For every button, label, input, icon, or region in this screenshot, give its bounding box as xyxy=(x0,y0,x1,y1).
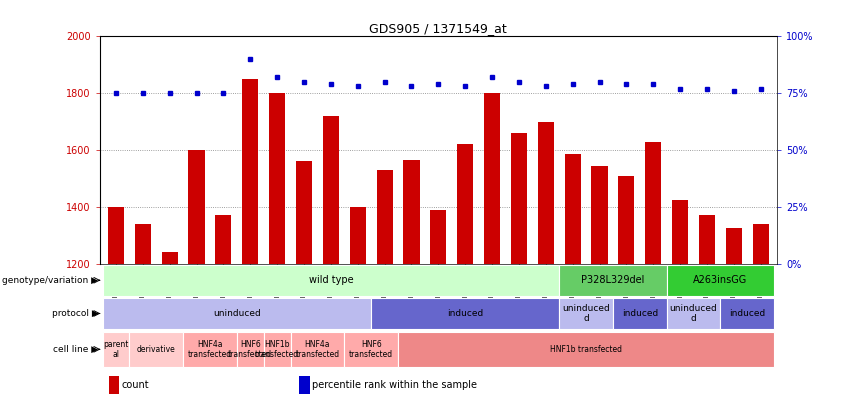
Text: derivative: derivative xyxy=(137,345,175,354)
Bar xyxy=(269,93,286,264)
Bar xyxy=(377,170,392,264)
Bar xyxy=(613,298,667,329)
Text: A263insGG: A263insGG xyxy=(694,275,747,285)
Text: uninduced
d: uninduced d xyxy=(562,304,610,323)
Bar xyxy=(564,154,581,264)
Bar xyxy=(538,122,554,264)
Bar xyxy=(102,332,129,367)
Text: induced: induced xyxy=(729,309,766,318)
Bar xyxy=(511,133,527,264)
Bar xyxy=(161,252,178,264)
Bar xyxy=(672,200,688,264)
Bar xyxy=(720,298,774,329)
Bar xyxy=(667,298,720,329)
Bar xyxy=(237,332,264,367)
Bar xyxy=(323,116,339,264)
Bar xyxy=(645,141,661,264)
Text: percentile rank within the sample: percentile rank within the sample xyxy=(312,380,477,390)
Bar xyxy=(398,332,774,367)
Text: HNF4a
transfected: HNF4a transfected xyxy=(295,340,339,359)
Text: genotype/variation ▶: genotype/variation ▶ xyxy=(3,276,98,285)
Bar xyxy=(457,144,473,264)
Bar xyxy=(431,210,446,264)
Bar xyxy=(404,160,419,264)
Bar xyxy=(108,376,119,394)
Text: induced: induced xyxy=(621,309,658,318)
Title: GDS905 / 1371549_at: GDS905 / 1371549_at xyxy=(370,22,507,35)
Text: induced: induced xyxy=(447,309,483,318)
Bar xyxy=(484,93,500,264)
Text: HNF4a
transfected: HNF4a transfected xyxy=(187,340,232,359)
Text: HNF6
transfected: HNF6 transfected xyxy=(228,340,273,359)
Bar xyxy=(188,150,205,264)
Bar xyxy=(299,376,310,394)
Text: count: count xyxy=(122,380,149,390)
Bar xyxy=(183,332,237,367)
Text: P328L329del: P328L329del xyxy=(582,275,645,285)
Bar xyxy=(372,298,559,329)
Text: HNF1b
transfected: HNF1b transfected xyxy=(255,340,299,359)
Text: uninduced
d: uninduced d xyxy=(670,304,718,323)
Bar xyxy=(264,332,291,367)
Text: HNF1b transfected: HNF1b transfected xyxy=(550,345,622,354)
Text: protocol ▶: protocol ▶ xyxy=(52,309,98,318)
Bar xyxy=(135,224,151,264)
Bar xyxy=(108,207,124,264)
Bar xyxy=(102,298,372,329)
Bar xyxy=(618,176,635,264)
Bar xyxy=(699,215,715,264)
Bar xyxy=(215,215,232,264)
Bar xyxy=(559,298,613,329)
Bar xyxy=(667,265,774,296)
Bar xyxy=(129,332,183,367)
Text: HNF6
transfected: HNF6 transfected xyxy=(349,340,393,359)
Bar xyxy=(291,332,345,367)
Bar xyxy=(559,265,667,296)
Text: uninduced: uninduced xyxy=(213,309,260,318)
Bar xyxy=(242,79,259,264)
Text: cell line ▶: cell line ▶ xyxy=(53,345,98,354)
Bar xyxy=(296,162,312,264)
Bar xyxy=(726,228,742,264)
Bar xyxy=(753,224,769,264)
Text: parent
al: parent al xyxy=(103,340,128,359)
Bar xyxy=(102,265,559,296)
Bar xyxy=(350,207,365,264)
Text: wild type: wild type xyxy=(308,275,353,285)
Bar xyxy=(345,332,398,367)
Bar xyxy=(591,166,608,264)
